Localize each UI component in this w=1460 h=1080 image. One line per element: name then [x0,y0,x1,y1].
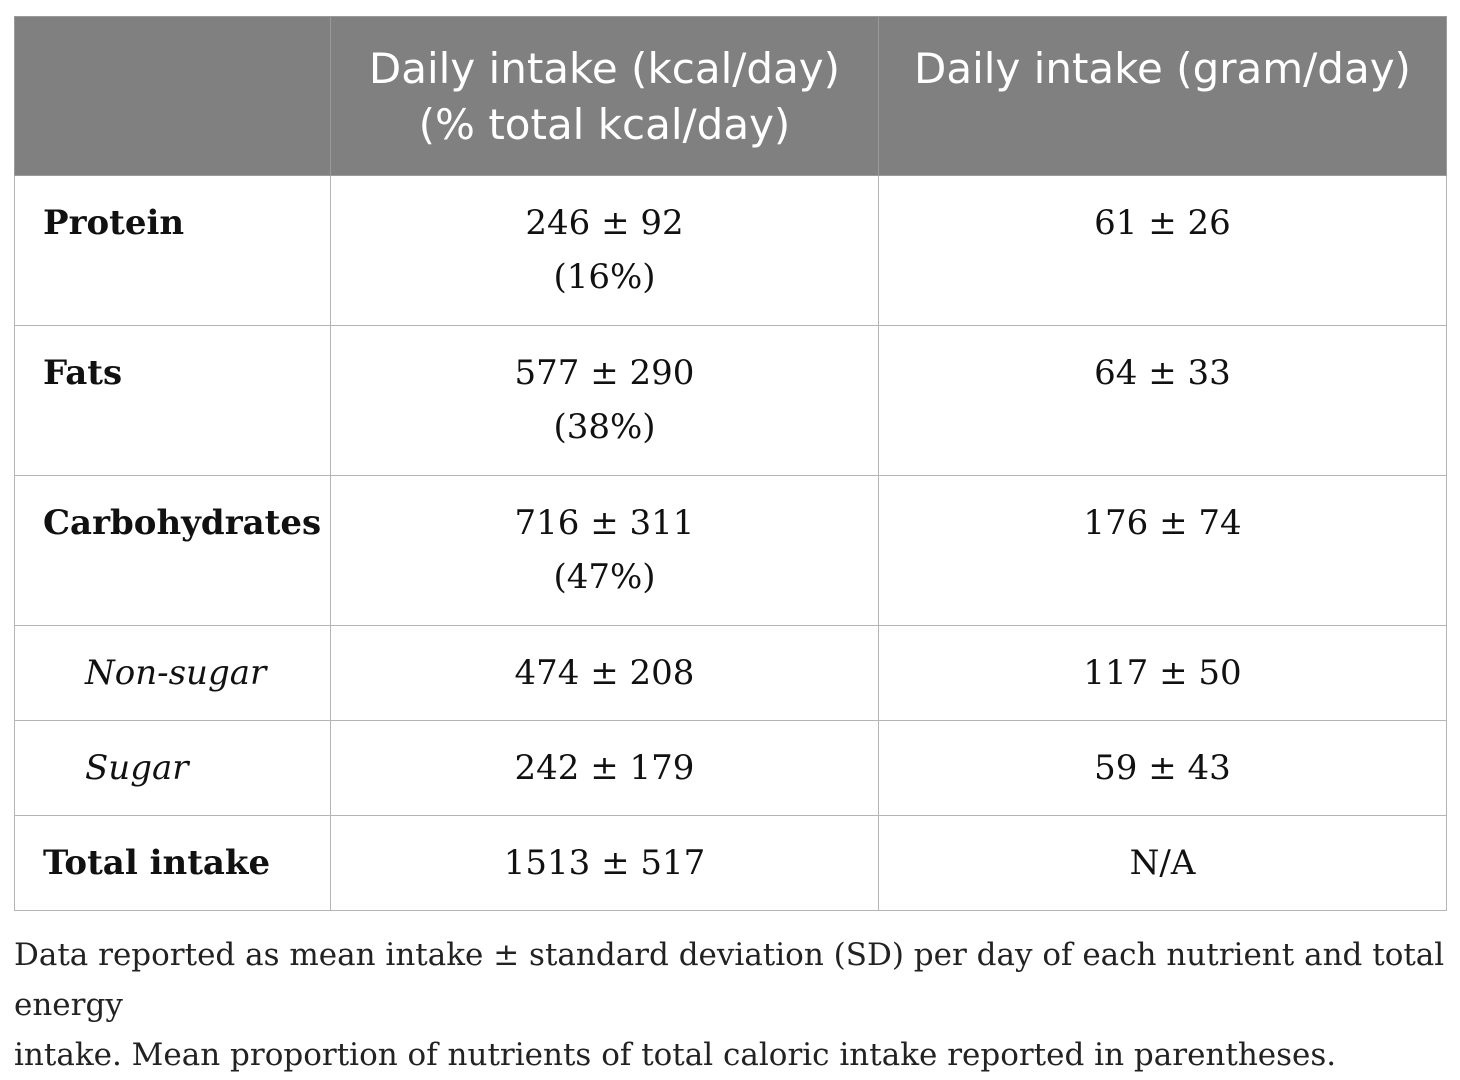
row-label-cell: Total intake [14,815,331,911]
kcal-percent: (16%) [553,257,656,297]
row-label: Sugar [85,748,189,788]
kcal-percent: (47%) [553,557,656,597]
kcal-cell: 1513 ± 517 [330,815,879,911]
gram-value: 64 ± 33 [1094,353,1231,393]
row-label-cell: Protein [14,175,331,326]
kcal-value: 577 ± 290 [514,353,695,393]
gram-cell: 61 ± 26 [878,175,1447,326]
kcal-value: 1513 ± 517 [503,843,706,883]
kcal-percent: (38%) [553,407,656,447]
gram-cell: 64 ± 33 [878,325,1447,476]
kcal-cell: 246 ± 92 (16%) [330,175,879,326]
table-row-protein: Protein 246 ± 92 (16%) 61 ± 26 [14,175,1447,326]
header-row: Daily intake (kcal/day) (% total kcal/da… [14,16,1447,176]
header-kcal-line2: (% total kcal/day) [418,100,791,149]
row-label-cell: Non-sugar [14,625,331,721]
gram-value: 176 ± 74 [1083,503,1242,543]
kcal-value: 242 ± 179 [514,748,695,788]
gram-value: 59 ± 43 [1094,748,1231,788]
footnote-line1: Data reported as mean intake ± standard … [14,937,1445,1023]
kcal-cell: 716 ± 311 (47%) [330,475,879,626]
row-label-cell: Carbohydrates [14,475,331,626]
nutrient-intake-table: Daily intake (kcal/day) (% total kcal/da… [14,16,1447,911]
kcal-value: 474 ± 208 [514,653,695,693]
table-row-sugar: Sugar 242 ± 179 59 ± 43 [14,720,1447,816]
header-kcal-line1: Daily intake (kcal/day) [368,44,841,93]
row-label: Protein [43,203,185,243]
kcal-cell: 474 ± 208 [330,625,879,721]
footnote-line2: intake. Mean proportion of nutrients of … [14,1037,1337,1073]
row-label: Carbohydrates [43,503,322,543]
table-footnote: Data reported as mean intake ± standard … [14,930,1454,1080]
row-label: Non-sugar [85,653,267,693]
table-header: Daily intake (kcal/day) (% total kcal/da… [14,16,1447,176]
row-label-cell: Fats [14,325,331,476]
table-body: Protein 246 ± 92 (16%) 61 ± 26 Fats 577 ±… [14,175,1447,911]
gram-cell: 59 ± 43 [878,720,1447,816]
gram-cell: 117 ± 50 [878,625,1447,721]
gram-cell: 176 ± 74 [878,475,1447,626]
table-row-carbohydrates: Carbohydrates 716 ± 311 (47%) 176 ± 74 [14,475,1447,626]
table-row-total-intake: Total intake 1513 ± 517 N/A [14,815,1447,911]
kcal-value: 716 ± 311 [514,503,695,543]
gram-cell: N/A [878,815,1447,911]
kcal-value: 246 ± 92 [525,203,684,243]
gram-value: 61 ± 26 [1094,203,1231,243]
table-row-fats: Fats 577 ± 290 (38%) 64 ± 33 [14,325,1447,476]
kcal-cell: 242 ± 179 [330,720,879,816]
table-row-non-sugar: Non-sugar 474 ± 208 117 ± 50 [14,625,1447,721]
gram-value: 117 ± 50 [1083,653,1242,693]
header-gram-label: Daily intake (gram/day) [914,44,1411,93]
header-cell-kcal: Daily intake (kcal/day) (% total kcal/da… [330,16,879,176]
row-label-cell: Sugar [14,720,331,816]
gram-value: N/A [1129,843,1196,883]
nutrient-intake-table-container: Daily intake (kcal/day) (% total kcal/da… [14,16,1447,911]
header-cell-empty [14,16,331,176]
row-label: Fats [43,353,123,393]
kcal-cell: 577 ± 290 (38%) [330,325,879,476]
row-label: Total intake [43,843,271,883]
header-cell-gram: Daily intake (gram/day) [878,16,1447,176]
